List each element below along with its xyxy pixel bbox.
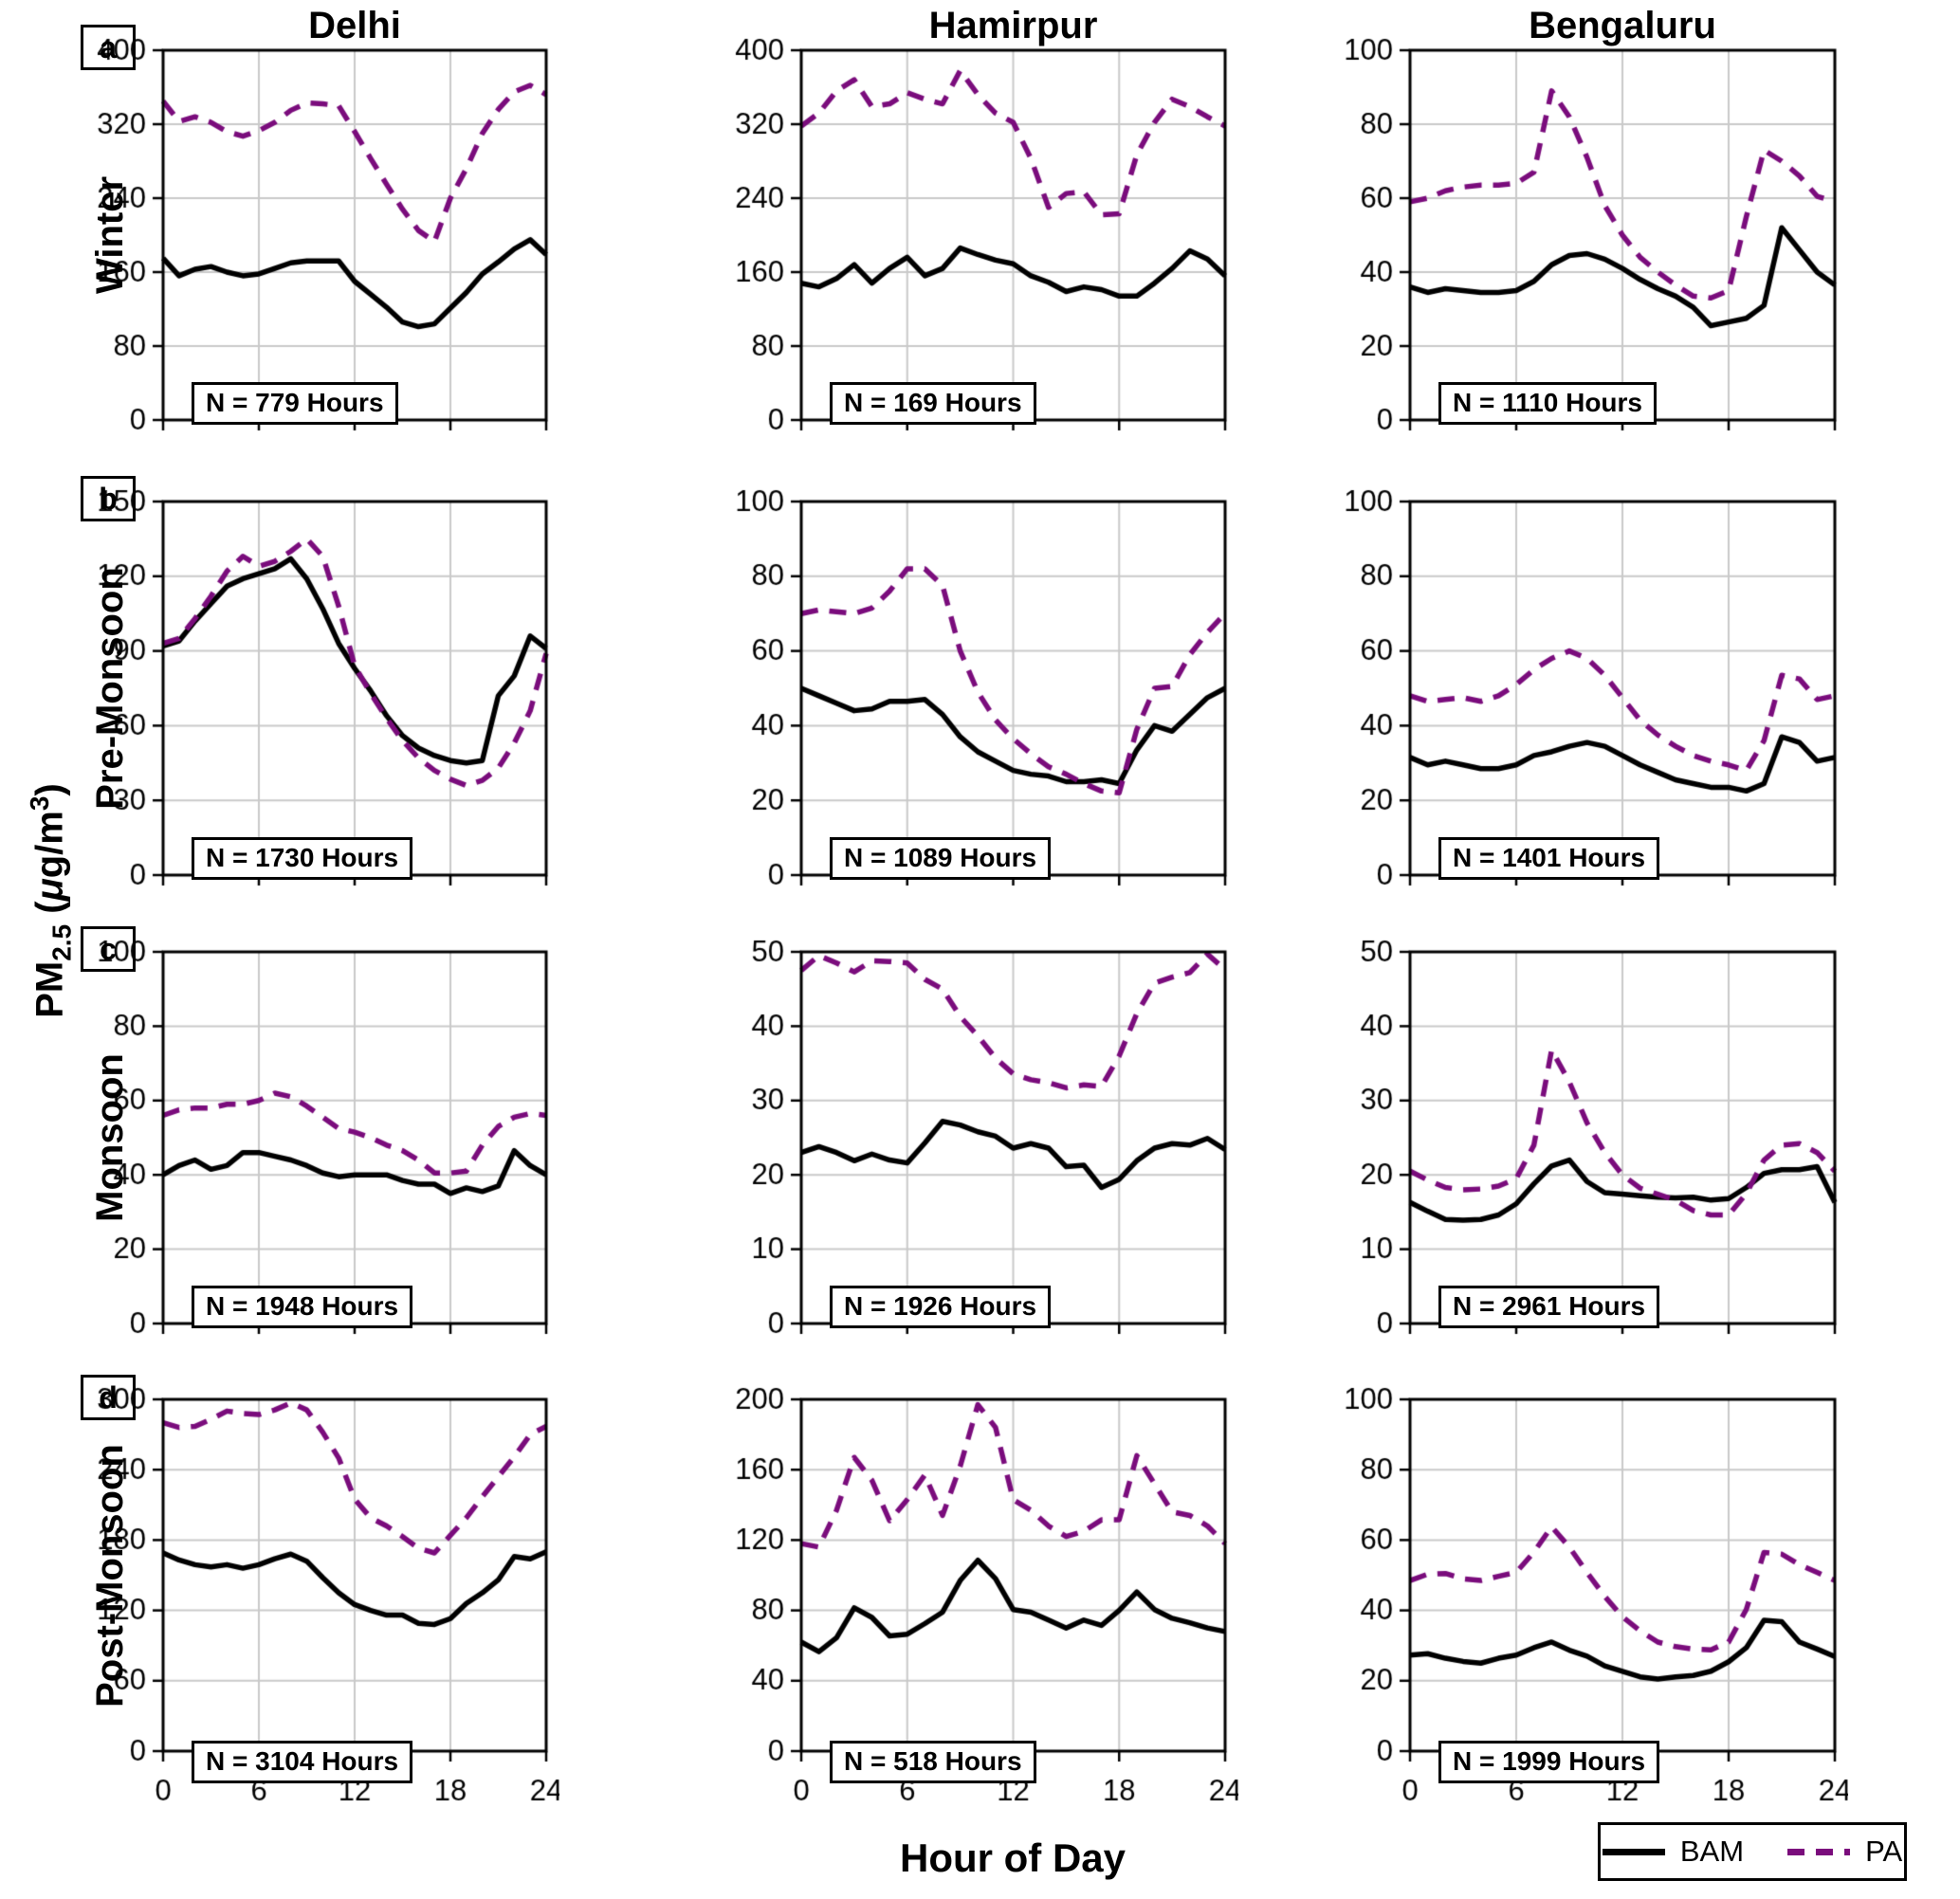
legend-label-pa: PA bbox=[1865, 1835, 1903, 1868]
sample-size-label: N = 518 Hours bbox=[830, 1741, 1036, 1783]
subplot-winter-hamirpur: N = 169 Hours bbox=[706, 35, 1238, 492]
sample-size-label: N = 1401 Hours bbox=[1438, 837, 1660, 880]
subplot-premonsoon-delhi: N = 1730 Hours bbox=[68, 486, 559, 947]
sample-size-label: N = 1999 Hours bbox=[1438, 1741, 1660, 1783]
bam-line-swatch bbox=[1602, 1848, 1665, 1855]
sample-size-label: N = 1089 Hours bbox=[830, 837, 1052, 880]
x-axis-label: Hour of Day bbox=[899, 1835, 1126, 1880]
subplot-premonsoon-hamirpur: N = 1089 Hours bbox=[706, 486, 1238, 947]
legend: BAM PA bbox=[1598, 1822, 1907, 1881]
subplot-winter-bengaluru: N = 1110 Hours bbox=[1315, 35, 1848, 492]
legend-item-bam: BAM bbox=[1602, 1835, 1745, 1869]
subplot-postmonsoon-hamirpur: N = 518 Hours bbox=[706, 1384, 1238, 1823]
sample-size-label: N = 169 Hours bbox=[830, 382, 1036, 425]
sample-size-label: N = 2961 Hours bbox=[1438, 1286, 1660, 1328]
sample-size-label: N = 1110 Hours bbox=[1438, 382, 1658, 425]
pa-line-swatch bbox=[1787, 1848, 1851, 1855]
legend-item-pa: PA bbox=[1787, 1835, 1902, 1869]
sample-size-label: N = 1926 Hours bbox=[830, 1286, 1052, 1328]
sample-size-label: N = 779 Hours bbox=[192, 382, 398, 425]
sample-size-label: N = 3104 Hours bbox=[192, 1741, 413, 1783]
subplot-postmonsoon-delhi: N = 3104 Hours bbox=[68, 1384, 559, 1823]
subplot-monsoon-delhi: N = 1948 Hours bbox=[68, 937, 559, 1396]
legend-label-bam: BAM bbox=[1679, 1835, 1745, 1868]
subplot-postmonsoon-bengaluru: N = 1999 Hours bbox=[1315, 1384, 1848, 1823]
subplot-monsoon-hamirpur: N = 1926 Hours bbox=[706, 937, 1238, 1396]
subplot-winter-delhi: N = 779 Hours bbox=[68, 35, 559, 492]
sample-size-label: N = 1948 Hours bbox=[192, 1286, 413, 1328]
sample-size-label: N = 1730 Hours bbox=[192, 837, 413, 880]
subplot-monsoon-bengaluru: N = 2961 Hours bbox=[1315, 937, 1848, 1396]
subplot-premonsoon-bengaluru: N = 1401 Hours bbox=[1315, 486, 1848, 947]
y-axis-label: PM2.5 (μg/m3) bbox=[25, 783, 77, 1018]
